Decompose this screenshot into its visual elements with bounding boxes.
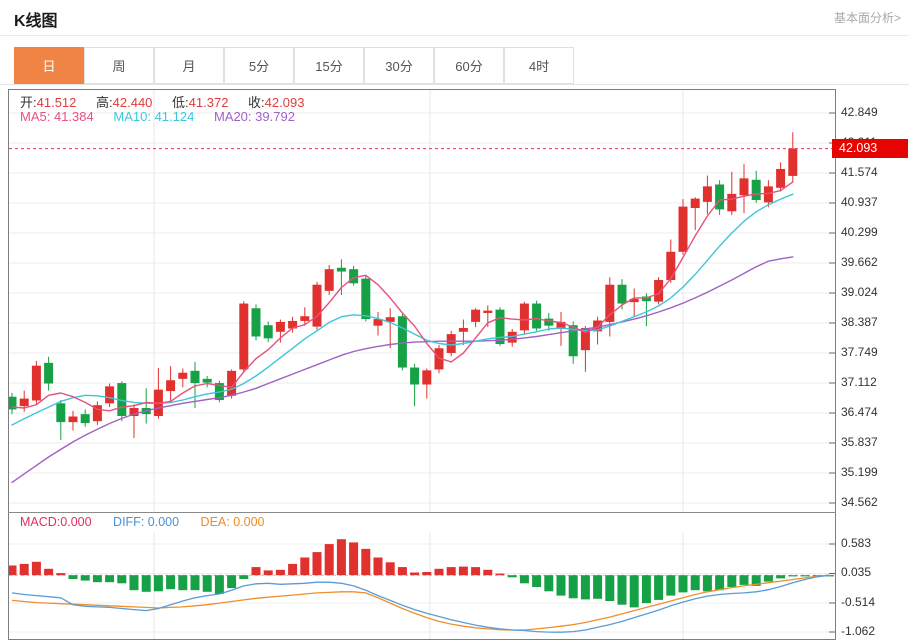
y-axis-label: 40.299 — [841, 225, 878, 239]
y-axis-label: 38.387 — [841, 314, 878, 329]
open-label: 开: — [20, 95, 37, 110]
header-divider — [0, 35, 909, 36]
y-axis-label: 36.474 — [841, 405, 878, 419]
diff-value: DIFF: 0.000 — [113, 515, 180, 529]
current-price-badge: 42.093 — [832, 139, 908, 158]
y-axis-label: 39.024 — [841, 285, 878, 299]
tab-month[interactable]: 月 — [154, 47, 224, 84]
y-axis-label: 35.837 — [841, 434, 878, 449]
low-label: 低: — [172, 95, 189, 110]
y-axis-label: 39.662 — [841, 254, 878, 269]
open-value: 41.512 — [36, 95, 77, 110]
page-title: K线图 — [14, 13, 58, 30]
dea-value: DEA: 0.000 — [200, 515, 265, 529]
timeframe-tabbar: 日 周 月 5分 15分 30分 60分 4时 — [0, 47, 909, 85]
tab-60min[interactable]: 60分 — [434, 47, 504, 84]
high-value: 42.440 — [112, 95, 153, 110]
low-value: 41.372 — [188, 95, 229, 110]
y-axis-label: 41.574 — [841, 165, 878, 179]
macd-value: MACD:0.000 — [20, 515, 92, 529]
ohlc-info-row: 开:41.512 高:42.440 低:41.372 收:42.093 — [20, 92, 320, 111]
tab-30min[interactable]: 30分 — [364, 47, 434, 84]
high-label: 高: — [96, 95, 113, 110]
y-axis-label: 34.562 — [841, 494, 878, 509]
y-axis-label: -1.062 — [841, 624, 876, 639]
close-value: 42.093 — [264, 95, 305, 110]
close-label: 收: — [248, 95, 265, 110]
macd-chart — [9, 533, 835, 640]
y-axis-label: -0.514 — [841, 594, 876, 609]
y-axis-label: 0.583 — [841, 535, 872, 550]
ma-info-row: MA5: 41.384 MA10: 41.124 MA20: 39.792 — [20, 109, 295, 124]
y-axis-label: 40.937 — [841, 194, 878, 209]
tab-15min[interactable]: 15分 — [294, 47, 364, 84]
y-axis-label: 42.849 — [841, 105, 878, 119]
tab-week[interactable]: 周 — [84, 47, 154, 84]
y-axis-label: 37.112 — [841, 374, 877, 389]
ma5-value: MA5: 41.384 — [20, 109, 94, 124]
y-axis-label: 0.035 — [841, 565, 872, 580]
candlestick-chart — [9, 90, 835, 512]
macd-panel-divider — [8, 512, 836, 513]
ma20-value: MA20: 39.792 — [213, 109, 295, 124]
tab-4hour[interactable]: 4时 — [504, 47, 574, 84]
macd-info-row: MACD:0.000 DIFF: 0.000 DEA: 0.000 — [20, 515, 265, 529]
ma10-value: MA10: 41.124 — [113, 109, 195, 124]
tab-day[interactable]: 日 — [14, 47, 84, 84]
fundamental-analysis-link[interactable]: 基本面分析> — [833, 11, 901, 25]
tab-5min[interactable]: 5分 — [224, 47, 294, 84]
y-axis-label: 35.199 — [841, 465, 878, 479]
y-axis-label: 37.749 — [841, 345, 878, 359]
